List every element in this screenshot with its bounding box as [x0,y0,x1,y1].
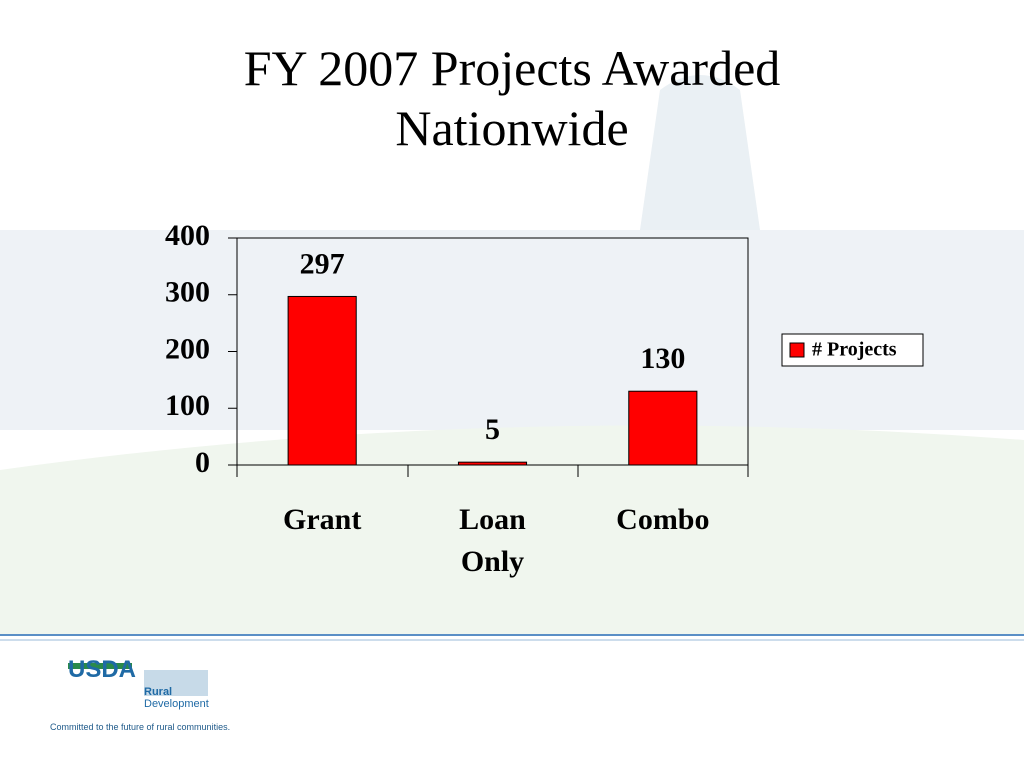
field-shape [0,425,1024,635]
y-tick-label: 300 [165,276,210,309]
x-tick-label: Combo [616,503,710,536]
bar [628,390,698,466]
background-shape [0,230,1024,430]
legend-label: # Projects [812,339,897,361]
logo-mark [144,670,208,696]
data-label: 297 [300,247,345,280]
logo-text: USDA [68,656,137,683]
logo-bar [68,663,132,669]
agency-text: Rural [144,686,173,698]
x-tick-label: Loan Only [459,503,526,578]
agency-text: Development [144,698,209,710]
y-tick-label: 400 [165,219,210,252]
data-label: 5 [485,413,500,446]
chart-title: FY 2007 Projects Awarded Nationwide [243,40,781,156]
bar [287,295,357,466]
legend-swatch [789,342,805,358]
y-tick-label: 0 [195,446,210,479]
tower-shape [640,75,760,230]
y-tick-label: 100 [165,389,210,422]
y-tick-label: 200 [165,332,210,365]
legend-box [781,333,924,367]
data-label: 130 [640,342,685,375]
tagline: Committed to the future of rural communi… [50,722,231,732]
footer-bg [0,641,1024,768]
x-tick-label: Grant [282,503,362,536]
bar [457,461,528,466]
